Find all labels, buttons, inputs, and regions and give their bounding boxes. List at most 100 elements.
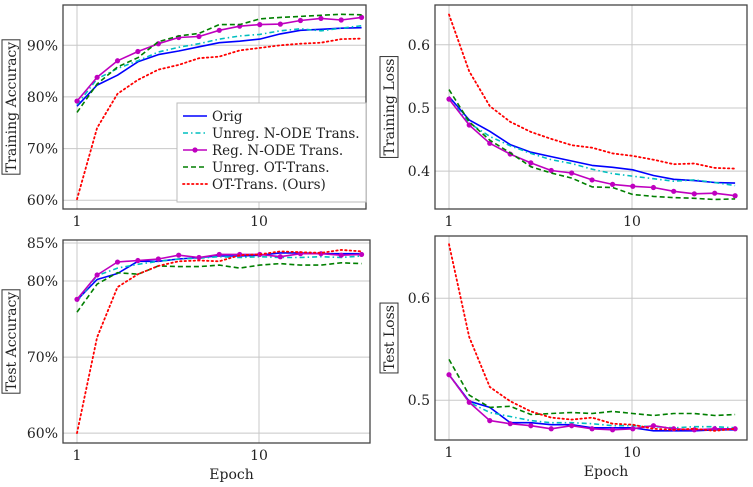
series-2	[448, 97, 736, 187]
legend-box	[176, 102, 367, 203]
y-tick-label: 0.6	[408, 291, 430, 307]
y-axis-label: Training Accuracy	[4, 42, 20, 172]
y-axis-label: Test Accuracy	[4, 292, 20, 391]
data-point	[589, 177, 595, 183]
panel-3: 60% 70% 80% 85% 1 10 Test Accuracy Epoch	[1, 236, 371, 483]
series-line	[76, 261, 362, 313]
series-line	[76, 252, 362, 301]
series-line	[448, 96, 736, 184]
series-line	[448, 359, 736, 417]
data-point	[155, 256, 161, 262]
series-line	[76, 252, 362, 300]
series-2	[448, 374, 736, 429]
legend-label: Reg. N-ODE Trans.	[212, 143, 343, 159]
legend-label: Unreg. N-ODE Trans.	[212, 126, 360, 142]
data-point	[338, 252, 344, 258]
series-1	[76, 252, 362, 301]
series-3	[446, 96, 738, 199]
series-5	[448, 13, 736, 170]
legend-label: Unreg. OT-Trans.	[212, 160, 330, 176]
x-tick-label: 10	[623, 445, 641, 461]
y-axis-label: Training Loss	[382, 59, 398, 156]
data-point	[446, 372, 452, 378]
y-axis-label-group: Training Loss	[379, 56, 399, 158]
y-tick-label: 0.5	[408, 393, 430, 409]
y-axis-label-box	[379, 56, 399, 158]
series-2	[76, 255, 362, 303]
x-tick-label: 10	[250, 448, 268, 464]
series-line	[76, 248, 363, 435]
data-point	[94, 272, 100, 278]
data-point	[358, 251, 365, 258]
x-tick-label: 10	[623, 214, 641, 230]
y-tick-label: 80%	[27, 274, 58, 290]
legend-entry: Reg. N-ODE Trans.	[183, 143, 343, 159]
data-point	[74, 98, 80, 104]
data-point	[277, 21, 283, 27]
data-point	[569, 423, 575, 429]
y-tick-label: 85%	[27, 236, 58, 252]
y-tick-label: 70%	[27, 142, 58, 158]
legend-entry: OT-Trans. (Ours)	[182, 177, 326, 193]
series-2	[76, 24, 362, 106]
legend-entry: Orig	[183, 109, 243, 125]
data-point	[630, 426, 636, 432]
series-line	[448, 89, 736, 201]
data-point	[630, 183, 636, 189]
series-line	[76, 255, 362, 303]
y-axis-label-group: Test Loss	[379, 302, 399, 374]
y-axis-label: Test Loss	[382, 305, 398, 371]
y-axis-label-box	[1, 39, 21, 175]
data-point	[196, 33, 202, 40]
data-point	[548, 426, 554, 432]
data-point	[589, 426, 595, 432]
data-point	[732, 193, 738, 199]
y-tick-label: 80%	[27, 90, 58, 106]
series-4	[76, 261, 362, 313]
series-line	[448, 374, 736, 429]
y-tick-label: 0.4	[408, 164, 430, 180]
series-1	[448, 374, 736, 432]
series-4	[448, 89, 736, 201]
panel-4: 0.5 0.6 1 10 Test Loss Epoch	[379, 235, 748, 480]
series-line	[448, 374, 736, 432]
data-point	[277, 254, 283, 260]
data-point	[176, 252, 182, 258]
plot-frame	[434, 235, 748, 441]
data-point	[732, 426, 738, 432]
data-point	[297, 17, 304, 24]
y-tick-label: 70%	[27, 350, 58, 366]
series-line	[76, 26, 362, 107]
data-point	[548, 167, 554, 174]
series-4	[448, 359, 736, 417]
data-point	[114, 58, 121, 64]
series-4	[76, 13, 362, 113]
legend-entry: Unreg. N-ODE Trans.	[183, 126, 360, 142]
legend-marker	[192, 147, 198, 153]
legend-entry: Unreg. OT-Trans.	[183, 160, 330, 176]
series-line	[448, 243, 736, 432]
data-point	[712, 190, 718, 196]
series-line	[76, 13, 362, 113]
series-3	[74, 251, 365, 302]
data-point	[691, 191, 697, 197]
data-point	[196, 254, 202, 261]
x-tick-label: 1	[73, 448, 82, 464]
y-axis-label-group: Training Accuracy	[1, 39, 21, 175]
series-5	[448, 243, 736, 432]
data-point	[216, 27, 222, 33]
data-point	[74, 296, 80, 302]
x-axis-label: Epoch	[209, 467, 253, 483]
data-point	[216, 251, 222, 258]
data-point	[671, 188, 677, 194]
series-1	[76, 26, 362, 107]
x-tick-label: 10	[250, 214, 268, 230]
data-point	[487, 140, 493, 146]
legend-label: Orig	[212, 109, 243, 125]
data-point	[257, 22, 263, 28]
data-point	[446, 96, 452, 102]
series-line	[76, 24, 362, 106]
plot-frame	[434, 4, 748, 210]
y-axis-label-group: Test Accuracy	[1, 289, 21, 394]
